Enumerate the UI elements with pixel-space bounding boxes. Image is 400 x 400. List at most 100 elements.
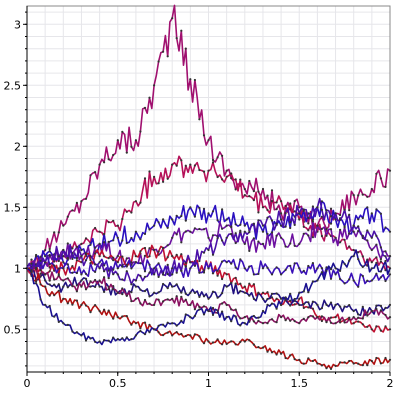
- series-10-point: [307, 291, 310, 294]
- series-10-point: [266, 303, 269, 306]
- series-9-point: [379, 362, 382, 365]
- series-6-point: [366, 279, 369, 282]
- series-4-point: [289, 242, 292, 245]
- series-4-point: [384, 250, 387, 253]
- series-11-point: [193, 264, 196, 267]
- series-5-point: [248, 282, 251, 285]
- series-9-point: [125, 315, 128, 318]
- series-8-point: [94, 278, 97, 282]
- series-2-point: [198, 168, 201, 172]
- series-9-point: [298, 358, 301, 361]
- series-3-point: [112, 239, 115, 242]
- series-3-point: [180, 214, 183, 218]
- series-8-point: [221, 302, 224, 305]
- series-9-point: [207, 340, 210, 343]
- series-1-point: [53, 231, 56, 234]
- series-10-point: [180, 319, 183, 322]
- series-5-point: [221, 277, 224, 281]
- series-7-point: [94, 285, 97, 288]
- series-3-point: [35, 255, 38, 258]
- series-6-point: [202, 269, 206, 272]
- series-1-point: [94, 171, 97, 174]
- series-6-point: [261, 267, 265, 270]
- series-6-point: [216, 269, 219, 272]
- series-11-point: [221, 239, 224, 242]
- series-11-point: [325, 209, 328, 212]
- series-11-point: [80, 255, 83, 258]
- series-9-point: [284, 356, 287, 360]
- series-2-point: [211, 161, 215, 164]
- series-11-point: [66, 256, 69, 259]
- series-8-point: [107, 288, 110, 291]
- series-3-point: [44, 255, 47, 258]
- series-9-point: [307, 357, 310, 360]
- series-5-point: [388, 328, 392, 331]
- series-3-point: [189, 206, 192, 209]
- series-8-point: [334, 322, 337, 325]
- series-11-point: [48, 254, 51, 257]
- series-11-point: [329, 215, 333, 218]
- x-tick-label: 0.5: [109, 377, 127, 390]
- series-10-point: [184, 313, 187, 316]
- series-4-point: [94, 246, 97, 249]
- series-7-point: [311, 300, 314, 303]
- series-2-point: [375, 256, 378, 259]
- series-4-point: [225, 224, 228, 227]
- series-2-point: [143, 177, 147, 180]
- series-10-point: [366, 258, 369, 261]
- series-8-point: [329, 321, 333, 324]
- series-8-point: [230, 308, 233, 311]
- series-3-point: [153, 224, 156, 227]
- series-10-point: [211, 313, 215, 316]
- series-11-point: [248, 231, 251, 234]
- series-11-point: [339, 218, 342, 221]
- series-10-point: [352, 255, 355, 258]
- series-3-point: [329, 222, 333, 225]
- series-8-point: [184, 298, 187, 301]
- series-5-point: [370, 328, 373, 331]
- series-10-point: [125, 336, 128, 339]
- series-9-point: [316, 362, 319, 365]
- series-2-point: [370, 261, 373, 264]
- series-8-point: [75, 290, 78, 293]
- series-3-point: [134, 230, 137, 233]
- series-6-point: [166, 272, 169, 276]
- series-7-point: [289, 304, 292, 307]
- series-7-point: [339, 305, 342, 308]
- series-11-point: [180, 269, 183, 272]
- series-2-point: [266, 208, 269, 212]
- series-8-point: [198, 305, 201, 309]
- series-11-point: [153, 273, 156, 276]
- series-6-point: [329, 277, 333, 280]
- series-6-point: [148, 263, 151, 266]
- series-7-point: [198, 295, 201, 298]
- series-4-point: [284, 245, 287, 248]
- series-10-point: [216, 309, 219, 312]
- series-10-point: [107, 339, 110, 342]
- series-4-point: [311, 220, 314, 223]
- series-3-point: [143, 232, 147, 235]
- series-6-point: [352, 279, 355, 282]
- series-6-point: [361, 274, 364, 278]
- series-10-point: [171, 322, 174, 325]
- series-10-point: [280, 303, 283, 306]
- series-10-point: [202, 313, 206, 316]
- series-3-point: [157, 221, 160, 224]
- series-7-point: [180, 291, 183, 294]
- series-9-point: [44, 285, 47, 288]
- series-8-point: [261, 322, 265, 325]
- series-7-point: [153, 291, 156, 294]
- series-7-point: [75, 284, 78, 287]
- series-9-point: [225, 342, 228, 345]
- x-tick-label: 2: [387, 377, 394, 390]
- series-1-point: [252, 190, 255, 193]
- series-2-point: [252, 199, 255, 202]
- series-1-point: [184, 47, 187, 50]
- series-7-point: [234, 282, 237, 285]
- series-6-point: [388, 273, 392, 276]
- series-7-point: [361, 305, 364, 308]
- series-7-point: [375, 304, 378, 307]
- series-10-point: [384, 259, 387, 263]
- series-2-point: [171, 163, 174, 166]
- series-2-point: [121, 217, 124, 221]
